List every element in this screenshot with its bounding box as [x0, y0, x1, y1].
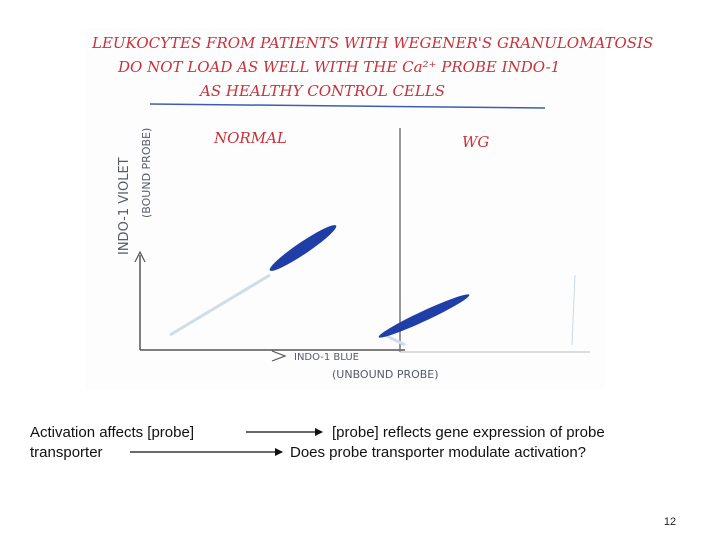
x-axis-label: INDO-1 BLUE: [294, 352, 359, 363]
page-number: 12: [664, 516, 676, 528]
sketch-area: [85, 28, 605, 390]
sketch-title-line: AS HEALTHY CONTROL CELLS: [198, 82, 445, 100]
caption-text: transporter: [30, 444, 103, 461]
y-axis-sublabel: (BOUND PROBE): [140, 128, 153, 218]
x-axis-sublabel: (UNBOUND PROBE): [332, 368, 439, 381]
sketch-title-line: DO NOT LOAD AS WELL WITH THE Ca²⁺ PROBE …: [117, 58, 560, 76]
cell-population: [378, 294, 470, 338]
caption-text: Does probe transporter modulate activati…: [290, 444, 586, 461]
panel-label: WG: [462, 133, 489, 151]
faint-stroke: [571, 274, 576, 346]
y-axis-arrow: [134, 250, 146, 263]
caption-text: Activation affects [probe]: [30, 424, 194, 441]
sketch-title-line: LEUKOCYTES FROM PATIENTS WITH WEGENER'S …: [91, 34, 653, 52]
y-axis-label: INDO-1 VIOLET: [117, 157, 132, 255]
faint-trail: [169, 273, 271, 337]
caption-text: [probe] reflects gene expression of prob…: [332, 424, 605, 441]
panel-label: NORMAL: [213, 129, 287, 147]
title-underline: [149, 103, 546, 109]
x-axis-arrow: [271, 350, 287, 362]
cell-population: [269, 225, 337, 271]
faint-trail: [384, 333, 406, 347]
